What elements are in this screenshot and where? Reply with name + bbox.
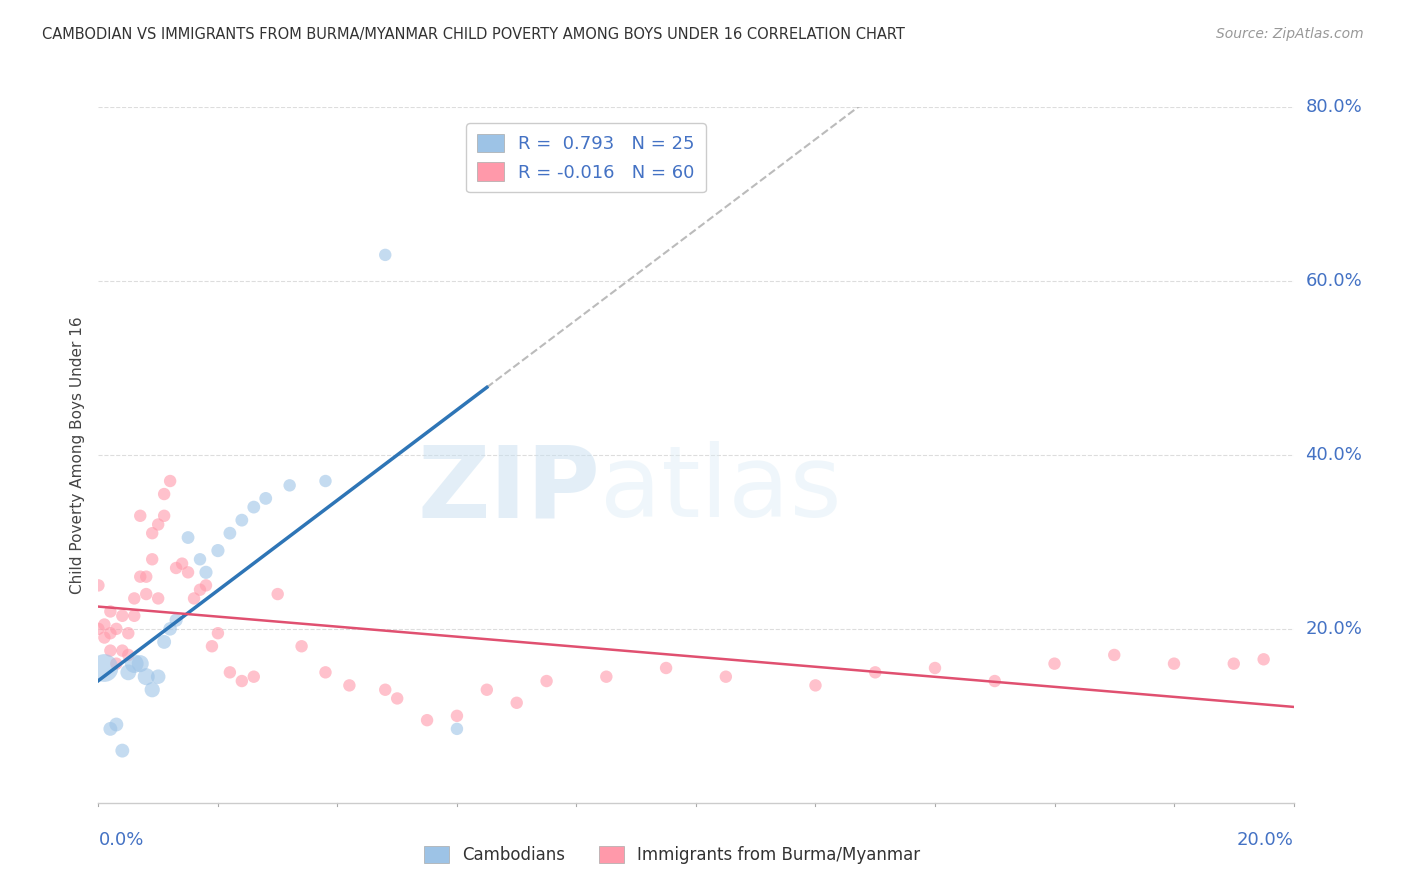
Point (135, 587, 157, 601)
Point (219, 526, 242, 541)
Point (159, 474, 181, 488)
Text: atlas: atlas (600, 442, 842, 538)
Point (188, 582, 211, 597)
Point (207, 626, 229, 640)
Point (172, 557, 194, 571)
Point (1253, 652, 1275, 666)
Point (243, 670, 266, 684)
Point (177, 566, 200, 580)
Point (207, 543, 229, 558)
Point (983, 674, 1005, 689)
Point (267, 587, 290, 601)
Point (141, 526, 163, 541)
Point (148, 591, 170, 606)
Point (93, 617, 115, 632)
Point (177, 531, 200, 545)
Point (201, 639, 224, 653)
Point (105, 622, 128, 636)
Point (290, 639, 312, 653)
Point (111, 608, 134, 623)
Point (446, 722, 468, 736)
Point (129, 508, 152, 523)
Point (374, 248, 396, 262)
Point (536, 674, 558, 689)
Point (1104, 648, 1126, 662)
Text: 60.0%: 60.0% (1305, 272, 1362, 290)
Point (87, 578, 110, 592)
Point (194, 566, 218, 580)
Point (254, 491, 277, 506)
Point (98, 643, 122, 657)
Point (148, 517, 170, 532)
Point (117, 665, 139, 680)
Text: 20.0%: 20.0% (1237, 830, 1294, 848)
Point (153, 508, 176, 523)
Point (655, 661, 678, 675)
Point (506, 696, 529, 710)
Point (231, 513, 253, 527)
Point (865, 665, 887, 680)
Point (243, 500, 266, 514)
Point (159, 622, 181, 636)
Point (93, 631, 115, 645)
Point (135, 670, 157, 684)
Point (278, 478, 301, 492)
Point (1163, 657, 1185, 671)
Point (385, 691, 409, 706)
Point (93, 661, 115, 675)
Legend: Cambodians, Immigrants from Burma/Myanmar: Cambodians, Immigrants from Burma/Myanma… (418, 839, 927, 871)
Point (141, 552, 163, 566)
Point (188, 552, 211, 566)
Point (111, 643, 134, 657)
Point (87, 622, 110, 636)
Point (98, 722, 122, 736)
Point (416, 713, 439, 727)
Point (124, 608, 146, 623)
Point (924, 661, 946, 675)
Point (315, 474, 337, 488)
Point (105, 717, 128, 731)
Point (153, 487, 176, 501)
Point (105, 657, 128, 671)
Point (374, 682, 396, 697)
Text: 40.0%: 40.0% (1305, 446, 1362, 464)
Text: Source: ZipAtlas.com: Source: ZipAtlas.com (1216, 27, 1364, 41)
Point (219, 665, 242, 680)
Point (129, 570, 152, 584)
Point (165, 561, 187, 575)
Point (595, 670, 617, 684)
Point (129, 657, 152, 671)
Point (98, 605, 122, 619)
Point (475, 682, 498, 697)
Point (1043, 657, 1066, 671)
Point (98, 626, 122, 640)
Point (231, 674, 253, 689)
Point (714, 670, 737, 684)
Point (339, 678, 360, 692)
Text: 20.0%: 20.0% (1305, 620, 1362, 638)
Point (315, 665, 337, 680)
Point (804, 678, 827, 692)
Point (135, 570, 157, 584)
Point (117, 648, 139, 662)
Point (148, 670, 170, 684)
Point (124, 591, 146, 606)
Point (194, 578, 218, 592)
Point (153, 635, 176, 649)
Text: CAMBODIAN VS IMMIGRANTS FROM BURMA/MYANMAR CHILD POVERTY AMONG BOYS UNDER 16 COR: CAMBODIAN VS IMMIGRANTS FROM BURMA/MYANM… (42, 27, 905, 42)
Point (446, 708, 468, 723)
Text: 0.0%: 0.0% (98, 830, 143, 848)
Point (117, 626, 139, 640)
Point (141, 682, 163, 697)
Point (183, 591, 205, 606)
Point (111, 744, 134, 758)
Text: ZIP: ZIP (418, 442, 600, 538)
Y-axis label: Child Poverty Among Boys Under 16: Child Poverty Among Boys Under 16 (69, 316, 84, 594)
Point (1223, 657, 1246, 671)
Point (165, 613, 187, 627)
Text: 80.0%: 80.0% (1305, 98, 1362, 116)
Point (124, 657, 146, 671)
